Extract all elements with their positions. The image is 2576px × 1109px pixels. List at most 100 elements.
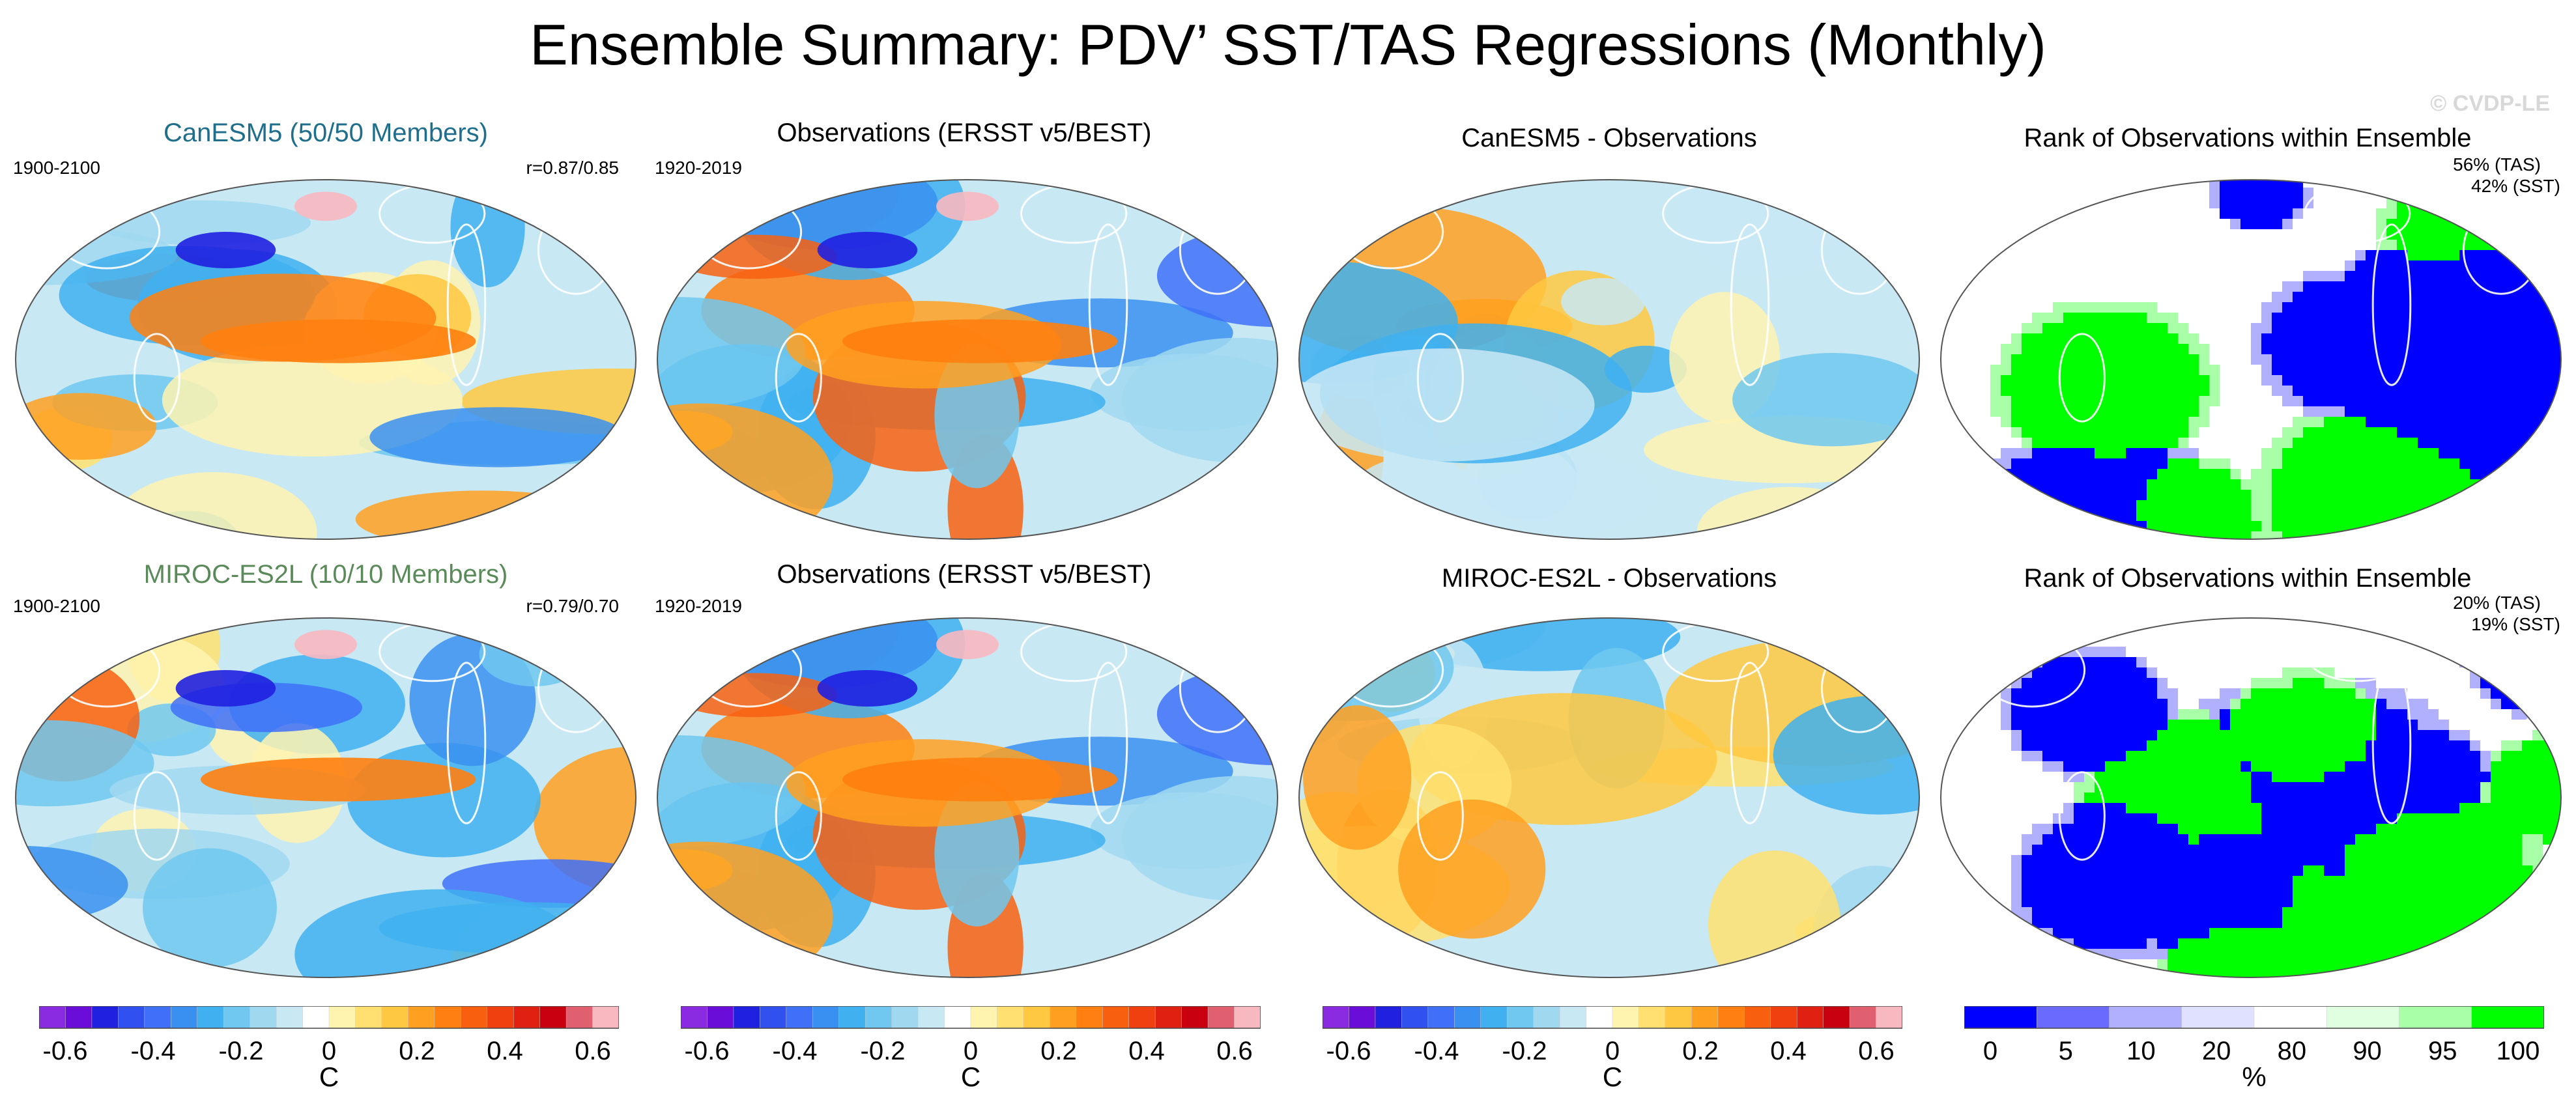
- map-rank-row1: [1940, 179, 2562, 540]
- colorbar-swatch: [1427, 1006, 1455, 1029]
- colorbar-rank: 0 5 10 20 80 90 95 100: [1964, 1006, 2544, 1065]
- colorbar-swatch: [1796, 1006, 1824, 1029]
- colorbar-swatch: [381, 1006, 409, 1029]
- colorbar-swatch: [1154, 1006, 1182, 1029]
- colorbar-swatch: [1128, 1006, 1156, 1029]
- colorbar-swatch: [592, 1006, 619, 1029]
- colorbar-swatch: [118, 1006, 145, 1029]
- rank-tas-row1: 56% (TAS): [2453, 154, 2541, 175]
- colorbar-swatch: [838, 1006, 866, 1029]
- colorbar-tick-label: 95: [2428, 1037, 2457, 1065]
- colorbar-swatch: [565, 1006, 594, 1029]
- colorbar-swatch: [302, 1006, 330, 1029]
- colorbar-swatch: [1207, 1006, 1235, 1029]
- colorbar-tick-label: 0.4: [1770, 1037, 1807, 1065]
- colorbar-swatch: [1823, 1006, 1850, 1029]
- colorbar-tick-label: -0.4: [773, 1037, 818, 1065]
- colorbar-swatch: [328, 1006, 356, 1029]
- colorbar-swatch: [707, 1006, 734, 1029]
- correlation-row1: r=0.87/0.85: [526, 158, 619, 178]
- colorbar-swatch: [1480, 1006, 1508, 1029]
- colorbar-swatch: [2181, 1006, 2255, 1029]
- colorbar-swatch: [812, 1006, 840, 1029]
- colorbar-swatch: [1234, 1006, 1261, 1029]
- colorbar-swatch: [1323, 1006, 1350, 1029]
- colorbar-swatch: [144, 1006, 172, 1029]
- colorbar-swatch: [1023, 1006, 1051, 1029]
- diff-title-row1: CanESM5 - Observations: [1461, 124, 1757, 152]
- colorbar-tick-label: 0.6: [575, 1037, 611, 1065]
- colorbar-swatch: [2109, 1006, 2182, 1029]
- colorbar-swatch: [944, 1006, 971, 1029]
- colorbar-swatch: [1375, 1006, 1403, 1029]
- figure-title: Ensemble Summary: PDV’ SST/TAS Regressio…: [530, 12, 2046, 77]
- colorbar-tick-label: -0.4: [1414, 1037, 1459, 1065]
- colorbar-swatch: [1964, 1006, 2037, 1029]
- map-obs-row1: [657, 179, 1278, 540]
- map-model-row1: [15, 179, 637, 540]
- rank-sst-row2: 19% (SST): [2471, 614, 2560, 634]
- map-diff-row1: [1298, 179, 1920, 540]
- colorbar-tick-label: -0.6: [685, 1037, 730, 1065]
- colorbar-tick-label: 0.6: [1216, 1037, 1253, 1065]
- colorbar-obs: -0.6 -0.4 -0.2 0 0.2 0.4 0.6: [681, 1006, 1261, 1065]
- colorbar-units-model: C: [319, 1061, 339, 1092]
- colorbar-swatch: [355, 1006, 382, 1029]
- diff-title-row2: MIROC-ES2L - Observations: [1441, 564, 1777, 593]
- colorbar-swatch: [786, 1006, 814, 1029]
- model-title-row1: CanESM5 (50/50 Members): [164, 119, 488, 147]
- colorbar-swatch: [997, 1006, 1024, 1029]
- watermark: © CVDP-LE: [2430, 91, 2550, 116]
- colorbar-swatch: [2326, 1006, 2400, 1029]
- colorbar-swatch: [2399, 1006, 2472, 1029]
- obs-period-row1: 1920-2019: [655, 158, 742, 178]
- colorbar-swatch: [2471, 1006, 2544, 1029]
- rank-sst-row1: 42% (SST): [2471, 176, 2560, 196]
- colorbar-swatch: [434, 1006, 462, 1029]
- colorbar-units-obs: C: [960, 1061, 981, 1092]
- colorbar-tick-label: 0: [964, 1037, 978, 1065]
- colorbar-swatch: [65, 1006, 93, 1029]
- colorbar-swatch: [1665, 1006, 1693, 1029]
- colorbar-swatch: [1612, 1006, 1640, 1029]
- colorbar-swatch: [865, 1006, 893, 1029]
- colorbar-tick-label: 0.4: [487, 1037, 523, 1065]
- colorbar-swatch: [1401, 1006, 1429, 1029]
- colorbar-swatch: [681, 1006, 708, 1029]
- colorbar-units-diff: C: [1602, 1061, 1623, 1092]
- colorbar-tick-label: 0.6: [1858, 1037, 1895, 1065]
- colorbar-swatch: [1744, 1006, 1771, 1029]
- colorbar-swatch: [1349, 1006, 1376, 1029]
- rank-tas-row2: 20% (TAS): [2453, 593, 2541, 613]
- colorbar-swatch: [970, 1006, 998, 1029]
- colorbar-swatch: [197, 1006, 224, 1029]
- colorbar-swatch: [1691, 1006, 1719, 1029]
- colorbar-swatch: [1639, 1006, 1666, 1029]
- colorbar-tick-label: 0.4: [1128, 1037, 1165, 1065]
- colorbar-swatch: [276, 1006, 304, 1029]
- colorbar-swatch: [513, 1006, 541, 1029]
- obs-title-row1: Observations (ERSST v5/BEST): [777, 119, 1152, 147]
- map-diff-row2: [1298, 617, 1920, 978]
- colorbar-tick-label: 5: [2059, 1037, 2073, 1065]
- colorbar-swatch: [917, 1006, 945, 1029]
- colorbar-swatch: [2037, 1006, 2110, 1029]
- colorbar-swatch: [171, 1006, 198, 1029]
- colorbar-swatch: [1849, 1006, 1877, 1029]
- colorbar-tick-label: -0.6: [43, 1037, 88, 1065]
- colorbar-model: -0.6 -0.4 -0.2 0 0.2 0.4 0.6: [39, 1006, 619, 1065]
- model-period-row2: 1900-2100: [13, 596, 100, 616]
- colorbar-tick-label: -0.2: [1502, 1037, 1547, 1065]
- colorbar-tick-label: 0: [1983, 1037, 1997, 1065]
- colorbar-tick-label: 20: [2202, 1037, 2231, 1065]
- colorbar-swatch: [539, 1006, 567, 1029]
- colorbar-tick-label: 90: [2353, 1037, 2382, 1065]
- colorbar-swatch: [91, 1006, 119, 1029]
- colorbar-tick-label: 80: [2278, 1037, 2307, 1065]
- colorbar-swatch: [760, 1006, 787, 1029]
- colorbar-tick-label: -0.4: [131, 1037, 176, 1065]
- rank-title-row2: Rank of Observations within Ensemble: [2024, 564, 2472, 593]
- colorbar-swatch: [1506, 1006, 1534, 1029]
- colorbar-swatch: [1454, 1006, 1481, 1029]
- obs-title-row2: Observations (ERSST v5/BEST): [777, 560, 1152, 589]
